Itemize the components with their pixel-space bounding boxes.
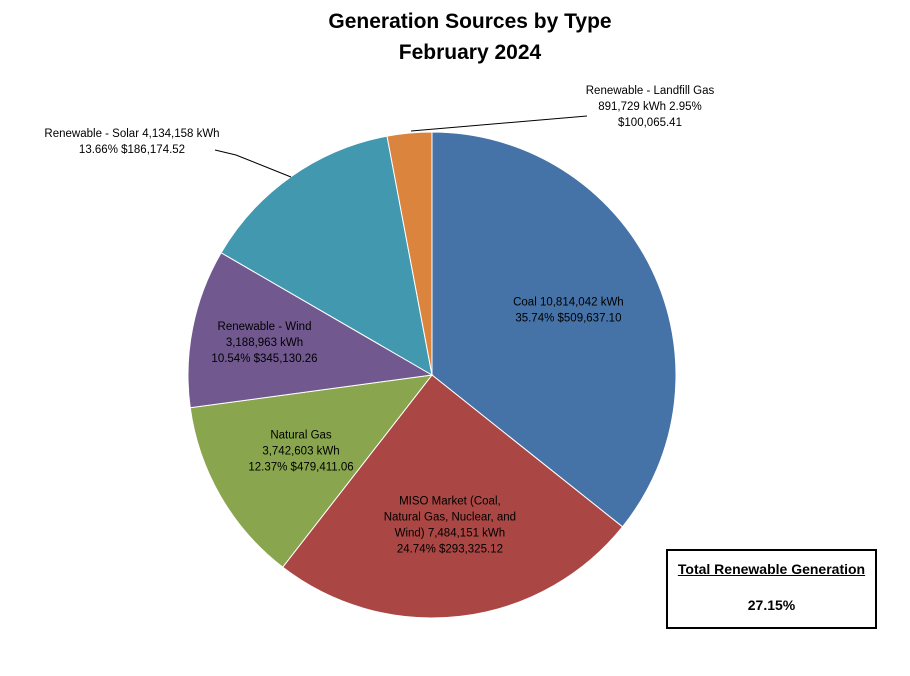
total-renewable-title: Total Renewable Generation	[677, 561, 866, 577]
total-renewable-value: 27.15%	[747, 597, 796, 613]
slice-label: Renewable - Solar 4,134,158 kWh 13.66% $1…	[44, 128, 219, 156]
pie-slice-renewable-solar	[220, 135, 433, 376]
pie-slice-renewable-landfill-gas	[386, 131, 433, 376]
chart-title-line-1: Generation Sources by Type	[328, 10, 611, 33]
slice-label-line: Natural Gas, Nuclear, and	[384, 512, 516, 524]
slice-label-line: 891,729 kWh 2.95%	[598, 101, 702, 113]
slice-label-line: MISO Market (Coal,	[399, 496, 501, 508]
slice-label-line: 24.74% $293,325.12	[397, 544, 503, 556]
pie-slice-renewable-wind	[187, 252, 434, 409]
pie-slice-miso-market-coal-natural-gas-nuclear-and-wind	[281, 374, 624, 619]
slice-label-line: 13.66% $186,174.52	[79, 144, 185, 156]
pie-slices	[187, 131, 677, 619]
slice-label-line: $100,065.41	[618, 117, 682, 129]
leader-lines	[214, 115, 588, 178]
slice-label-line: 35.74% $509,637.10	[515, 313, 621, 325]
pie-slice-coal	[431, 131, 677, 528]
slice-label-line: Wind) 7,484,151 kWh	[395, 528, 506, 540]
slice-label: Natural Gas 3,742,603 kWh 12.37% $479,411.…	[248, 429, 353, 473]
slice-label-line: 3,742,603 kWh	[262, 445, 339, 457]
total-renewable-box: Total Renewable Generation 27.15%	[666, 549, 877, 629]
slice-label-line: 3,188,963 kWh	[226, 337, 303, 349]
slice-label-line: Renewable - Wind	[218, 321, 312, 333]
slice-label-line: Renewable - Landfill Gas	[586, 85, 715, 97]
slice-label: Coal 10,814,042 kWh 35.74% $509,637.10	[513, 297, 624, 325]
leader-line	[410, 115, 588, 132]
pie-slice-natural-gas	[189, 374, 434, 568]
slice-label-line: Natural Gas	[270, 429, 332, 441]
chart-title-line-2: February 2024	[399, 41, 542, 64]
slice-label-line: 10.54% $345,130.26	[211, 353, 317, 365]
leader-line	[214, 149, 292, 178]
slice-label-line: 12.37% $479,411.06	[248, 461, 353, 473]
slice-label-line: Coal 10,814,042 kWh	[513, 297, 624, 309]
slice-label: Renewable - Landfill Gas 891,729 kWh 2.95…	[586, 85, 715, 129]
slice-label-line: Renewable - Solar 4,134,158 kWh	[44, 128, 219, 140]
slice-label: Renewable - Wind 3,188,963 kWh 10.54% $345…	[211, 321, 317, 365]
slice-labels: Coal 10,814,042 kWh 35.74% $509,637.10 MIS…	[44, 85, 714, 556]
slice-label: MISO Market (Coal, Natural Gas, Nuclear, …	[384, 496, 516, 556]
